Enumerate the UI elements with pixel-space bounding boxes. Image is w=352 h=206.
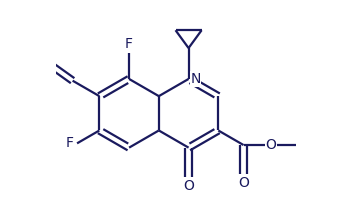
Text: O: O — [238, 176, 249, 190]
Text: F: F — [125, 37, 133, 52]
Text: N: N — [190, 72, 201, 86]
Text: O: O — [266, 138, 276, 152]
Text: F: F — [65, 136, 74, 150]
Text: O: O — [183, 179, 194, 193]
